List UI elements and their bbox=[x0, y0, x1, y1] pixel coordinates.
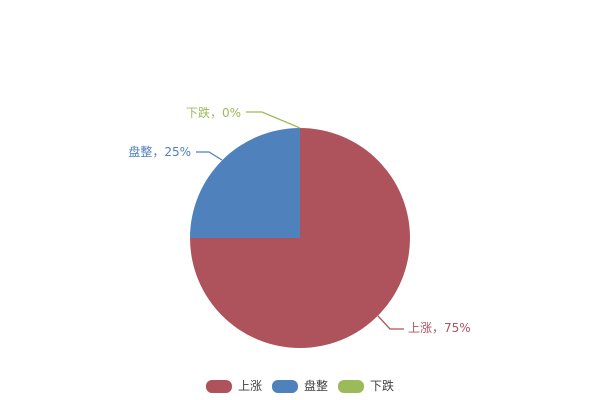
legend-item-2[interactable]: 下跌 bbox=[338, 379, 394, 393]
legend-item-label: 下跌 bbox=[370, 379, 395, 393]
legend-swatch-icon bbox=[338, 379, 365, 393]
slice-label-1: 盘整，25% bbox=[128, 144, 191, 159]
pie-slice-1[interactable] bbox=[190, 128, 300, 238]
label-line-2 bbox=[246, 111, 301, 129]
legend-item-label: 盘整 bbox=[303, 379, 329, 393]
slice-label-0: 上涨，75% bbox=[408, 320, 471, 335]
slice-label-2: 下跌，0% bbox=[186, 105, 241, 120]
legend-swatch-icon bbox=[271, 379, 298, 393]
label-line-0 bbox=[377, 315, 404, 330]
legend-item-1[interactable]: 盘整 bbox=[271, 379, 329, 393]
legend-item-label: 上涨 bbox=[237, 379, 262, 393]
legend-item-0[interactable]: 上涨 bbox=[205, 379, 262, 393]
label-line-1 bbox=[196, 151, 223, 161]
legend-swatch-icon bbox=[205, 379, 232, 393]
legend: 上涨 盘整 下跌 bbox=[205, 379, 394, 393]
